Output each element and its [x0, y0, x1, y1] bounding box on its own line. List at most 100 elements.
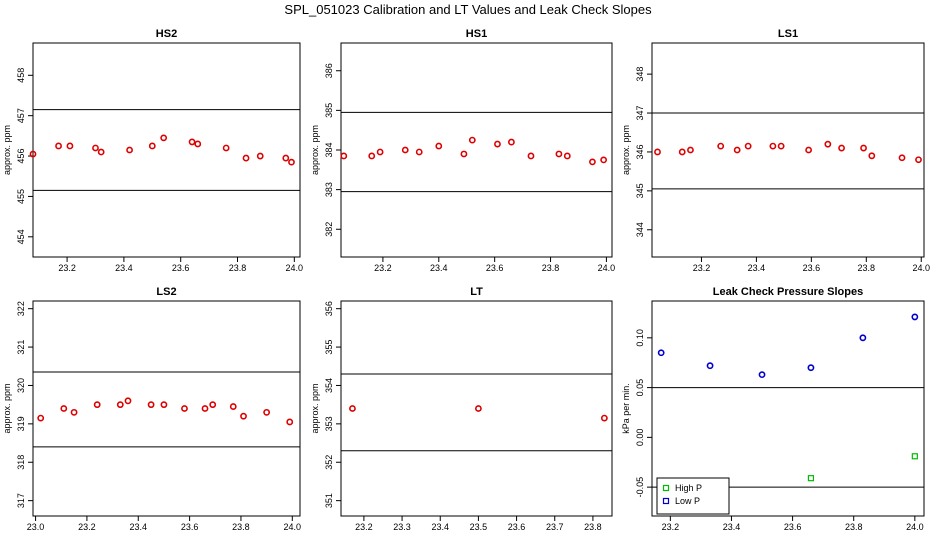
data-point — [181, 405, 188, 412]
y-tick-label: 454 — [16, 229, 26, 244]
y-tick-label: 0.10 — [635, 329, 645, 347]
data-point — [769, 142, 777, 150]
panel-title: Leak Check Pressure Slopes — [713, 286, 863, 298]
data-point — [859, 334, 867, 342]
data-point — [468, 136, 476, 144]
data-point — [744, 142, 752, 150]
y-tick-label: 317 — [16, 493, 26, 508]
data-point — [116, 401, 124, 409]
data-point — [838, 144, 845, 152]
y-axis-label: approx. ppm — [621, 125, 631, 175]
x-tick-label: 24.0 — [598, 263, 616, 273]
data-point — [97, 148, 105, 156]
data-point — [687, 146, 694, 154]
data-point — [222, 144, 230, 152]
data-point — [188, 138, 196, 146]
plot-frame — [340, 300, 613, 517]
y-tick-label: 344 — [635, 222, 645, 237]
data-point — [733, 146, 741, 154]
y-tick-label: 347 — [635, 106, 645, 121]
data-point — [340, 152, 348, 160]
x-tick-label: 23.2 — [355, 522, 373, 532]
y-tick-label: 355 — [324, 340, 334, 355]
panel-title: LT — [470, 286, 483, 298]
panel-ls1: LS1 23.2 23.4 23.6 23.8 24.0 344 345 346 347 348 ap… — [621, 28, 930, 273]
y-tick-label: 382 — [324, 222, 334, 237]
y-tick-label: 351 — [324, 493, 334, 508]
x-tick-label: 23.8 — [232, 522, 250, 532]
data-point — [229, 403, 237, 410]
data-point — [60, 405, 68, 412]
y-tick-label: 458 — [16, 68, 26, 83]
y-axis-label: approx. ppm — [2, 383, 12, 433]
data-point — [824, 140, 832, 148]
panel-title: HS1 — [466, 28, 487, 40]
x-tick-label: 23.4 — [748, 263, 766, 273]
data-point — [911, 313, 919, 321]
data-point — [147, 401, 155, 409]
data-point — [401, 146, 409, 154]
x-tick-label: 23.2 — [58, 263, 76, 273]
data-point — [678, 148, 686, 156]
panels: HS2 23.2 23.4 23.6 23.8 24.0 454 455 456 457 458 ap… — [2, 28, 930, 532]
y-tick-label: 321 — [16, 340, 26, 355]
data-point — [349, 405, 356, 412]
data-point — [777, 142, 785, 150]
y-axis-label: approx. ppm — [2, 125, 12, 175]
data-point — [807, 475, 815, 482]
x-tick-label: 23.4 — [723, 522, 741, 532]
y-tick-label: 457 — [16, 108, 26, 123]
plot-frame — [32, 300, 301, 517]
data-point — [717, 142, 725, 150]
data-point — [475, 405, 482, 412]
y-tick-label: 385 — [324, 103, 334, 118]
x-tick-label: 24.0 — [286, 263, 304, 273]
y-tick-label: 0.05 — [635, 379, 645, 397]
legend-marker — [662, 497, 670, 505]
y-tick-label: 456 — [16, 149, 26, 164]
panel-title: LS1 — [778, 28, 798, 40]
main-title: SPL_051023 Calibration and LT Values and… — [284, 2, 652, 17]
panel-lt: LT 23.2 23.3 23.4 23.5 23.6 23.7 23.8 351 352 353 3… — [310, 286, 613, 532]
y-tick-label: 348 — [635, 67, 645, 82]
legend-label: Low P — [675, 496, 700, 506]
data-point — [201, 405, 209, 412]
x-tick-label: 23.4 — [115, 263, 133, 273]
legend-marker — [662, 484, 670, 492]
data-point — [124, 397, 132, 405]
y-axis-label: approx. ppm — [310, 383, 320, 433]
y-tick-label: 356 — [324, 301, 334, 316]
y-tick-label: 384 — [324, 142, 334, 157]
data-point — [286, 418, 294, 426]
x-tick-label: 23.2 — [78, 522, 96, 532]
x-tick-label: 24.0 — [284, 522, 302, 532]
x-tick-label: 23.2 — [693, 263, 711, 273]
data-point — [92, 144, 99, 152]
data-point — [55, 142, 62, 150]
data-point — [706, 362, 714, 370]
y-tick-label: 353 — [324, 416, 334, 431]
data-point — [194, 140, 202, 148]
x-tick-label: 24.0 — [912, 263, 930, 273]
data-point — [29, 150, 37, 158]
x-tick-label: 23.7 — [546, 522, 564, 532]
y-tick-label: 320 — [16, 378, 26, 393]
data-point — [160, 134, 168, 142]
x-tick-label: 23.6 — [784, 522, 802, 532]
data-point — [288, 158, 295, 166]
x-tick-label: 23.4 — [430, 263, 448, 273]
data-point — [915, 156, 922, 164]
panel-ls2: LS2 23.0 23.2 23.4 23.6 23.8 24.0 317 318 319 320 3… — [2, 286, 301, 532]
data-point — [256, 152, 264, 160]
data-point — [898, 154, 906, 162]
data-point — [555, 150, 563, 158]
data-point — [160, 401, 168, 409]
plot-frame — [651, 300, 925, 517]
data-point — [435, 142, 443, 150]
x-tick-label: 23.8 — [229, 263, 247, 273]
data-point — [600, 156, 608, 164]
data-point — [589, 158, 596, 166]
y-tick-label: -0.05 — [635, 477, 645, 498]
data-point — [37, 414, 45, 422]
